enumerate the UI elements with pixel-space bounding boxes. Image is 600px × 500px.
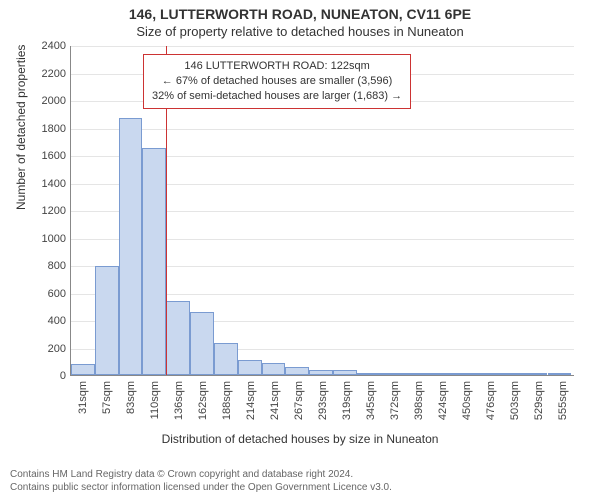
x-tick-label: 162sqm bbox=[197, 381, 209, 420]
x-tick-label: 372sqm bbox=[389, 381, 401, 420]
annotation-box: 146 LUTTERWORTH ROAD: 122sqm ← 67% of de… bbox=[143, 54, 411, 109]
x-tick-label: 57sqm bbox=[101, 381, 113, 414]
histogram-bar bbox=[214, 343, 238, 375]
y-axis-label: Number of detached properties bbox=[14, 45, 28, 210]
plot-region: 0200400600800100012001400160018002000220… bbox=[70, 46, 574, 376]
chart-area: 0200400600800100012001400160018002000220… bbox=[70, 46, 574, 376]
x-tick-label: 241sqm bbox=[269, 381, 281, 420]
y-tick-label: 1600 bbox=[42, 150, 66, 162]
x-tick-label: 476sqm bbox=[485, 381, 497, 420]
histogram-bar bbox=[285, 367, 309, 375]
x-tick-label: 214sqm bbox=[245, 381, 257, 420]
histogram-bar bbox=[309, 370, 333, 376]
y-tick-label: 1200 bbox=[42, 205, 66, 217]
x-tick-label: 345sqm bbox=[365, 381, 377, 420]
histogram-bar bbox=[500, 373, 524, 375]
footer-line-2: Contains public sector information licen… bbox=[10, 481, 590, 494]
x-tick-label: 83sqm bbox=[125, 381, 137, 414]
x-tick-label: 450sqm bbox=[461, 381, 473, 420]
histogram-bar bbox=[166, 301, 190, 375]
y-tick-label: 800 bbox=[48, 260, 66, 272]
y-tick-label: 400 bbox=[48, 315, 66, 327]
histogram-bar bbox=[71, 364, 95, 375]
x-tick-label: 188sqm bbox=[221, 381, 233, 420]
footer: Contains HM Land Registry data © Crown c… bbox=[10, 468, 590, 494]
x-tick-label: 424sqm bbox=[437, 381, 449, 420]
histogram-bar bbox=[190, 312, 214, 375]
x-tick-label: 398sqm bbox=[413, 381, 425, 420]
x-tick-label: 136sqm bbox=[173, 381, 185, 420]
histogram-bar bbox=[119, 118, 143, 375]
y-tick-label: 2200 bbox=[42, 68, 66, 80]
histogram-bar bbox=[476, 373, 500, 375]
gridline-h bbox=[71, 129, 574, 130]
annotation-line-2: ← 67% of detached houses are smaller (3,… bbox=[152, 74, 402, 89]
annotation-line-1: 146 LUTTERWORTH ROAD: 122sqm bbox=[152, 59, 402, 74]
y-tick-label: 600 bbox=[48, 288, 66, 300]
gridline-h bbox=[71, 46, 574, 47]
histogram-bar bbox=[333, 370, 357, 375]
histogram-bar bbox=[95, 266, 119, 375]
x-tick-label: 503sqm bbox=[509, 381, 521, 420]
x-tick-label: 267sqm bbox=[293, 381, 305, 420]
histogram-bar bbox=[357, 373, 381, 375]
y-tick-label: 1800 bbox=[42, 123, 66, 135]
histogram-bar bbox=[452, 373, 476, 375]
x-tick-label: 293sqm bbox=[317, 381, 329, 420]
x-axis-label: Distribution of detached houses by size … bbox=[0, 432, 600, 446]
histogram-bar bbox=[524, 373, 548, 375]
x-tick-label: 110sqm bbox=[149, 381, 161, 419]
histogram-bar bbox=[262, 363, 286, 375]
histogram-bar bbox=[405, 373, 429, 375]
x-tick-label: 31sqm bbox=[77, 381, 89, 414]
y-tick-label: 0 bbox=[60, 370, 66, 382]
histogram-bar bbox=[428, 373, 452, 375]
x-tick-label: 555sqm bbox=[557, 381, 569, 420]
footer-line-1: Contains HM Land Registry data © Crown c… bbox=[10, 468, 590, 481]
y-tick-label: 1000 bbox=[42, 233, 66, 245]
chart-container: 146, LUTTERWORTH ROAD, NUNEATON, CV11 6P… bbox=[0, 0, 600, 500]
annotation-line-3: 32% of semi-detached houses are larger (… bbox=[152, 89, 402, 104]
y-tick-label: 2000 bbox=[42, 95, 66, 107]
histogram-bar bbox=[548, 373, 572, 375]
x-tick-label: 529sqm bbox=[533, 381, 545, 420]
y-tick-label: 2400 bbox=[42, 40, 66, 52]
page-title: 146, LUTTERWORTH ROAD, NUNEATON, CV11 6P… bbox=[0, 0, 600, 22]
y-tick-label: 1400 bbox=[42, 178, 66, 190]
y-tick-label: 200 bbox=[48, 343, 66, 355]
page-subtitle: Size of property relative to detached ho… bbox=[0, 22, 600, 39]
histogram-bar bbox=[381, 373, 405, 375]
histogram-bar bbox=[238, 360, 262, 375]
histogram-bar bbox=[142, 148, 166, 375]
x-tick-label: 319sqm bbox=[341, 381, 353, 420]
